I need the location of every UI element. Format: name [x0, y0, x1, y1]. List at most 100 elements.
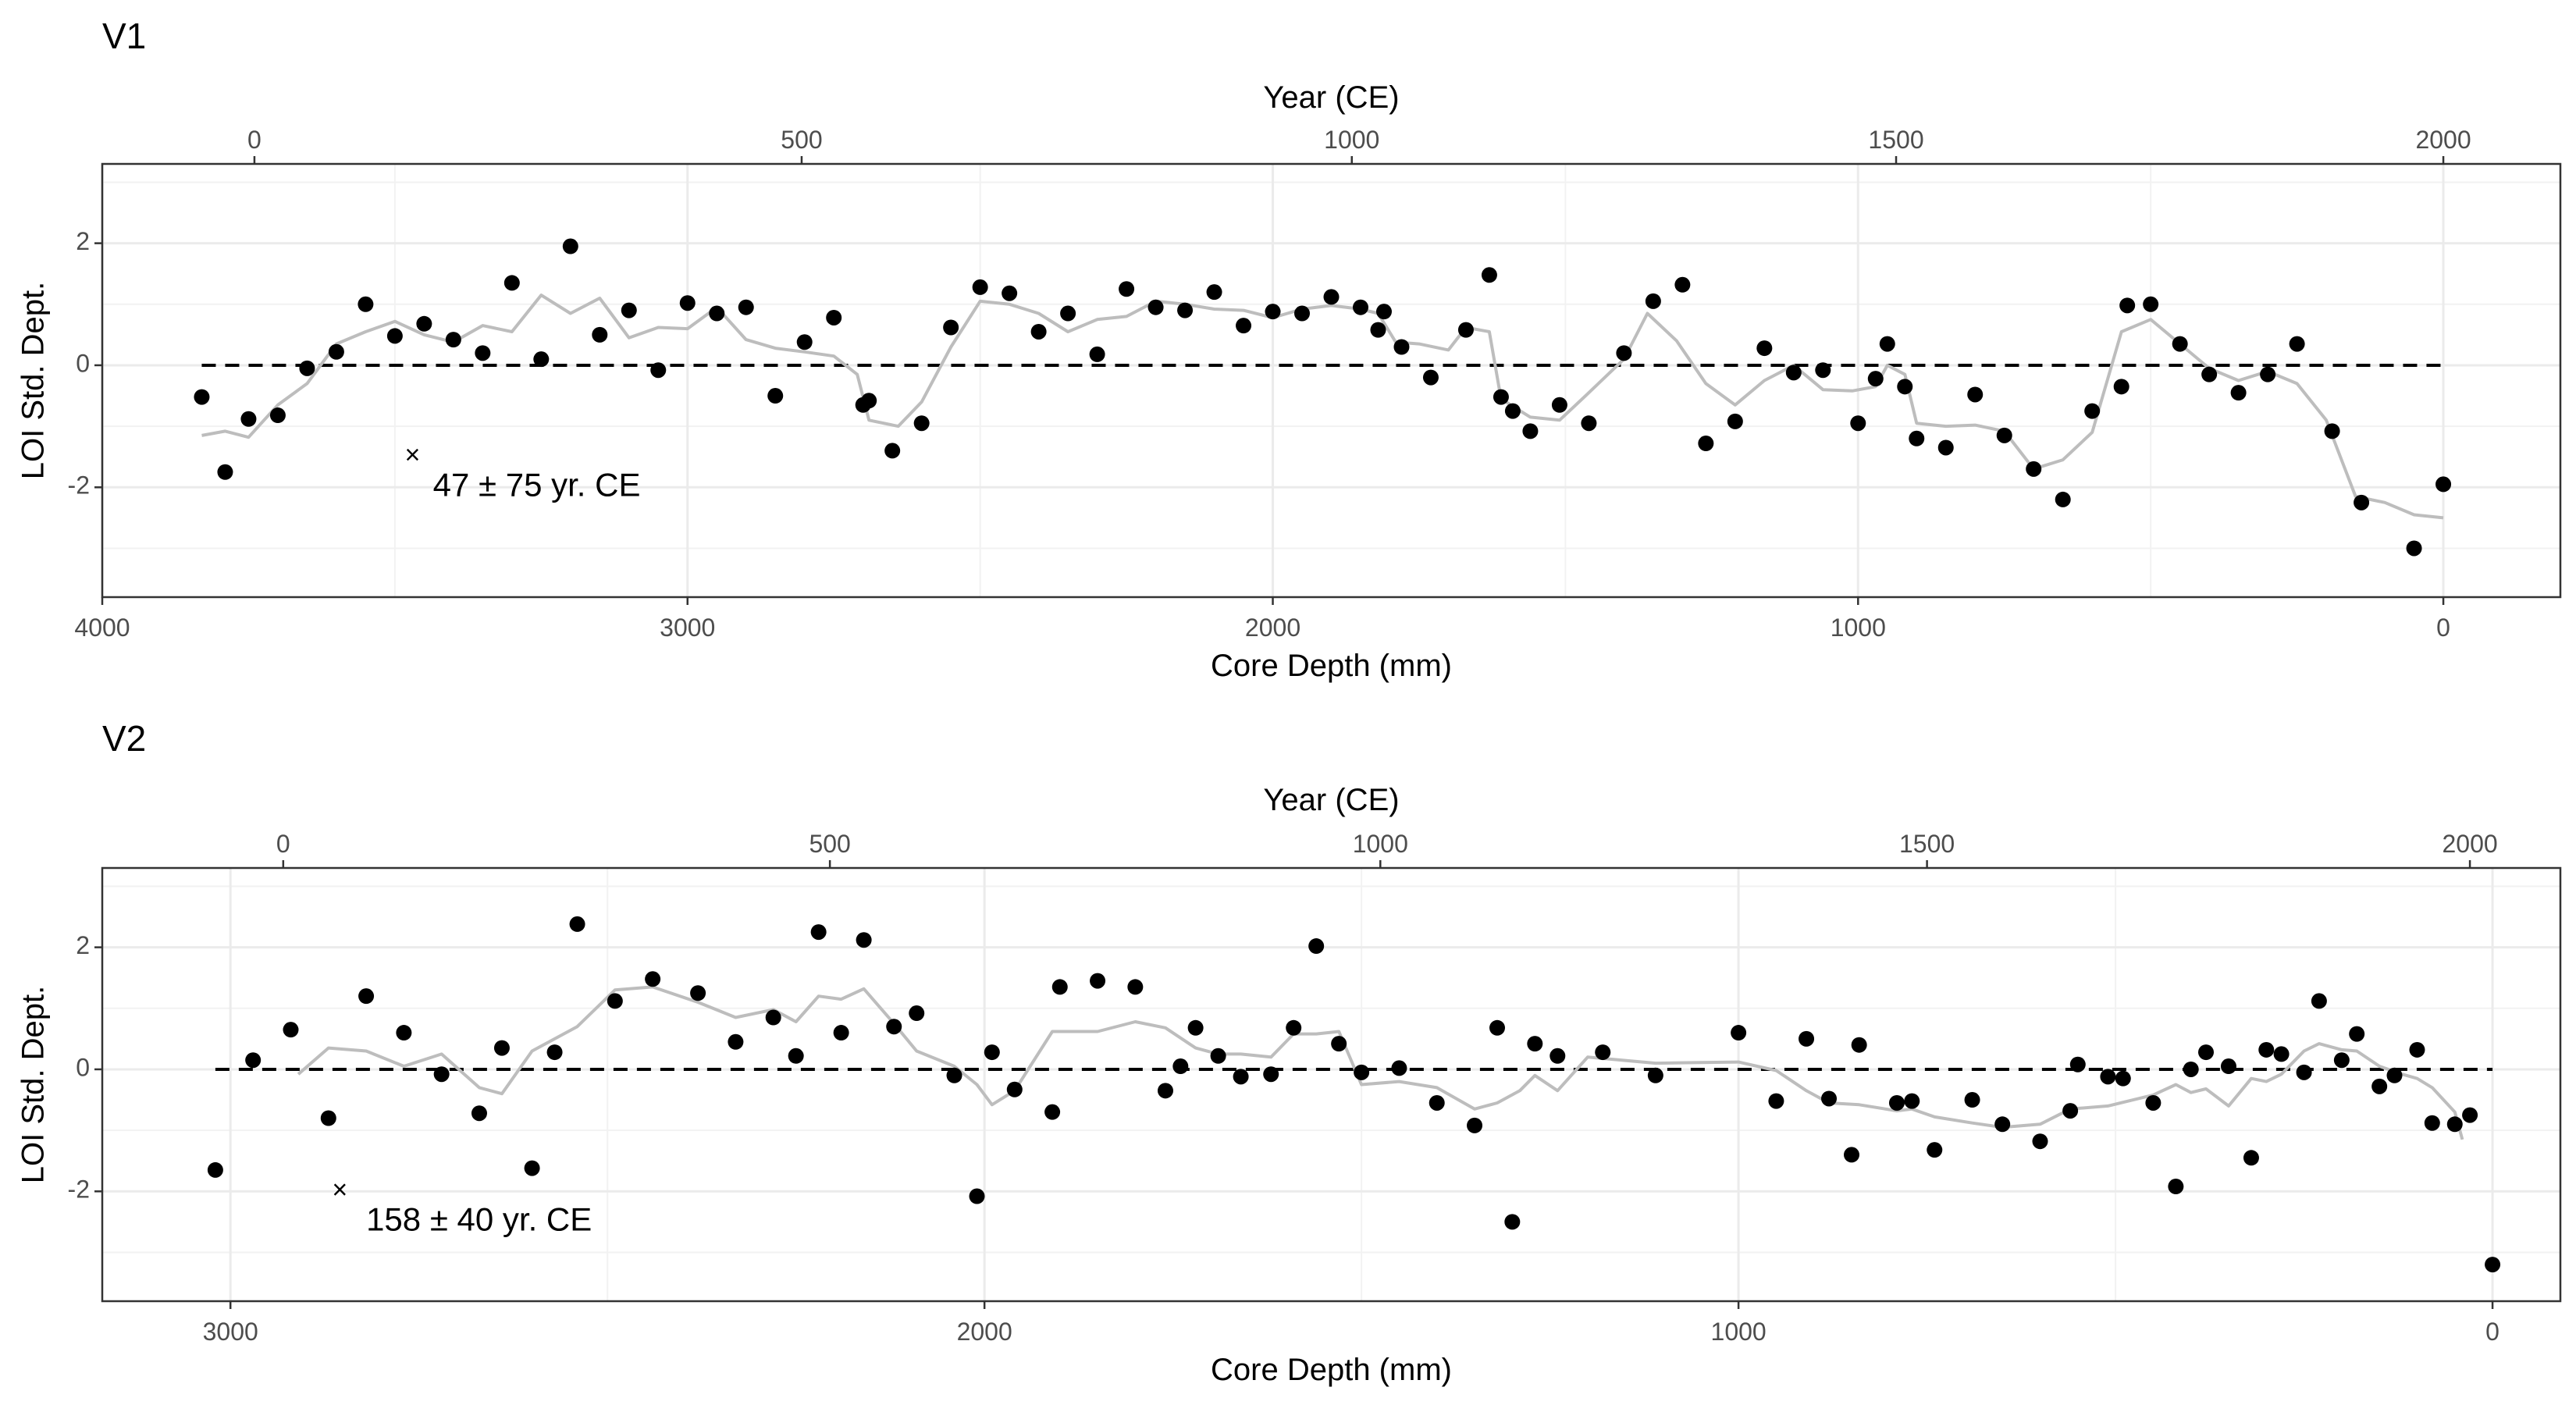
x2-tick-label: 1000	[1324, 126, 1379, 154]
x2-tick-label: 500	[809, 830, 850, 858]
x2-tick-label: 2000	[2442, 830, 2497, 858]
data-point	[1897, 379, 1913, 395]
data-point	[416, 315, 432, 332]
data-point	[833, 1025, 849, 1041]
data-point	[984, 1044, 1000, 1061]
annotation-marker: ×	[404, 440, 420, 470]
data-point	[767, 388, 784, 404]
data-point	[1051, 979, 1068, 995]
data-point	[679, 295, 696, 311]
x2-tick-label: 2000	[2415, 126, 2471, 154]
data-point	[2230, 385, 2247, 401]
data-point	[2198, 1044, 2215, 1061]
data-point	[2183, 1061, 2199, 1077]
data-point	[503, 275, 520, 291]
data-point	[1391, 1060, 1407, 1076]
data-point	[245, 1052, 262, 1069]
data-point	[946, 1067, 962, 1083]
data-point	[475, 345, 491, 361]
x-axis-title: Core Depth (mm)	[1211, 1353, 1452, 1387]
data-point	[1927, 1142, 1943, 1158]
data-point	[1967, 386, 1984, 403]
data-point	[2406, 540, 2422, 557]
data-point	[358, 988, 375, 1005]
data-point	[358, 296, 374, 312]
data-point	[1994, 1116, 2011, 1133]
data-point	[738, 299, 754, 315]
data-point	[1937, 439, 1954, 456]
data-point	[433, 1066, 450, 1083]
data-point	[645, 971, 661, 987]
data-point	[1323, 289, 1340, 305]
data-point	[1489, 1019, 1506, 1036]
data-point	[1030, 323, 1047, 340]
data-point	[1263, 1066, 1279, 1083]
data-point	[709, 305, 725, 322]
data-point	[207, 1161, 223, 1178]
data-point	[2026, 461, 2042, 477]
data-point	[2032, 1133, 2048, 1150]
data-point	[1119, 281, 1135, 297]
data-point	[2258, 1041, 2275, 1058]
data-point	[2424, 1115, 2440, 1131]
data-point	[2201, 366, 2218, 382]
data-point	[493, 1040, 510, 1056]
data-point	[2069, 1056, 2086, 1072]
data-point	[533, 351, 550, 368]
x-tick-label: 2000	[957, 1318, 1012, 1346]
panel-title: V1	[102, 16, 146, 56]
data-point	[1879, 336, 1895, 352]
data-point	[1429, 1094, 1445, 1111]
smoothed-line	[297, 985, 2464, 1140]
data-point	[1127, 979, 1144, 995]
x2-axis-title: Year (CE)	[1263, 80, 1399, 115]
data-point	[765, 1009, 781, 1026]
x-tick-label: 0	[2436, 614, 2450, 642]
data-point	[2113, 379, 2129, 395]
x-tick-label: 3000	[660, 614, 715, 642]
data-point	[1850, 415, 1866, 432]
data-point	[2062, 1103, 2079, 1119]
data-point	[1044, 1104, 1061, 1120]
chart-panel-v2: × 158 ± 40 yr. CE 3000 2000 1000 0 0 500 1000 150…	[16, 718, 2562, 1387]
data-point	[1756, 340, 1773, 357]
data-point	[810, 924, 827, 941]
data-point	[2273, 1046, 2290, 1062]
data-point	[884, 443, 901, 459]
data-point	[1904, 1093, 1920, 1109]
data-point	[1308, 938, 1325, 955]
data-point	[1481, 267, 1497, 283]
x2-axis-title: Year (CE)	[1263, 783, 1399, 817]
data-point	[1060, 305, 1076, 322]
y-tick-label: 0	[76, 349, 90, 377]
data-point	[1504, 1214, 1521, 1230]
data-point	[2371, 1078, 2388, 1094]
plot-area	[102, 868, 2560, 1301]
annotation-marker: ×	[332, 1175, 347, 1204]
data-point	[2446, 1116, 2463, 1133]
data-point	[1522, 423, 1539, 439]
data-point	[320, 1110, 336, 1126]
data-point	[1265, 304, 1281, 320]
data-point	[1286, 1019, 1302, 1036]
data-point	[2409, 1041, 2425, 1058]
data-point	[1888, 1094, 1905, 1111]
data-point	[2462, 1107, 2478, 1123]
data-point	[2485, 1257, 2501, 1273]
data-point	[1089, 346, 1105, 362]
data-point	[2324, 423, 2340, 439]
data-point	[1815, 362, 1831, 379]
data-point	[1233, 1069, 1249, 1085]
data-point	[1504, 403, 1521, 419]
data-point	[1457, 322, 1474, 338]
data-point	[2296, 1064, 2312, 1080]
data-point	[2435, 476, 2452, 493]
data-point	[2354, 494, 2370, 510]
data-point	[826, 309, 842, 325]
x2-tick-label: 1000	[1353, 830, 1408, 858]
y-axis-title: LOI Std. Dept.	[16, 282, 51, 479]
data-point	[1006, 1081, 1023, 1097]
x-tick-label: 0	[2485, 1318, 2500, 1346]
data-point	[1352, 299, 1368, 315]
chart-panel-v1: × 47 ± 75 yr. CE 4000 3000 2000 1000 0 0 500 1000…	[16, 16, 2562, 683]
